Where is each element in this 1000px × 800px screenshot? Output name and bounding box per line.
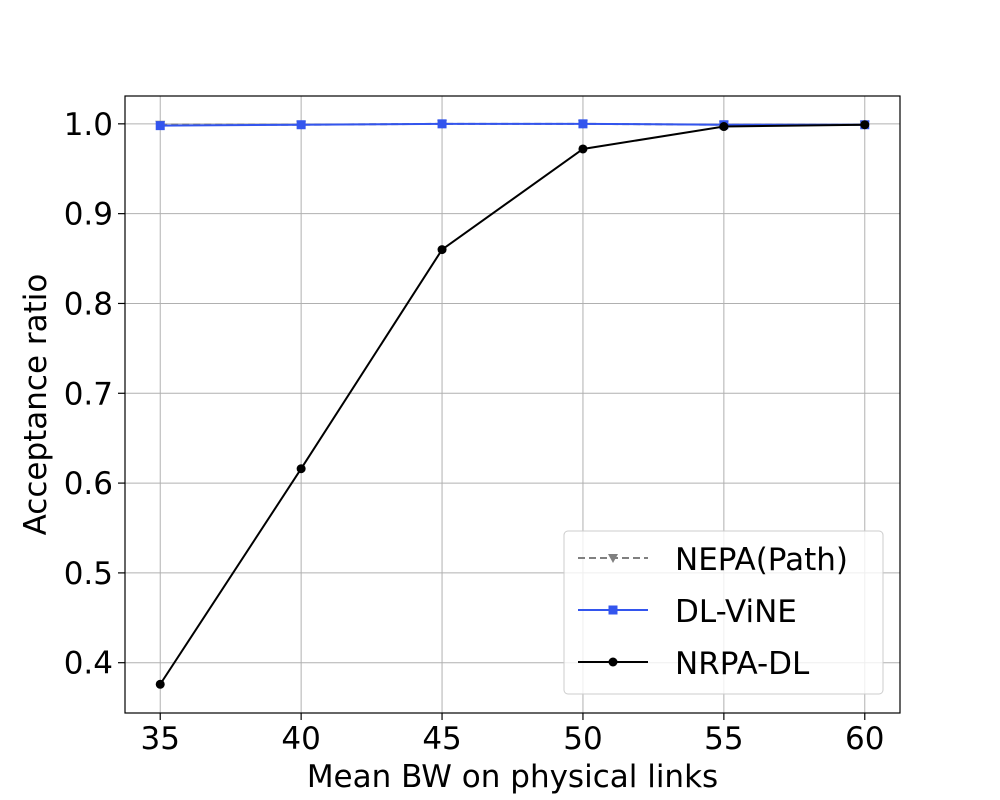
x-axis-label: Mean BW on physical links bbox=[307, 759, 718, 795]
legend-label: NRPA-DL bbox=[675, 646, 810, 682]
x-tick-label: 60 bbox=[845, 721, 884, 757]
series-line-dl-vine bbox=[160, 122, 865, 127]
legend-label: NEPA(Path) bbox=[675, 542, 848, 578]
y-tick-label: 0.8 bbox=[64, 286, 113, 322]
y-tick-label: 0.6 bbox=[64, 466, 113, 502]
series-dl-vine bbox=[155, 119, 870, 131]
legend-box bbox=[563, 530, 884, 695]
legend-item-dl-vine: DL-ViNE bbox=[578, 594, 797, 630]
y-tick-label: 1.0 bbox=[64, 107, 113, 143]
legend-item-nrpa-dl: NRPA-DL bbox=[578, 646, 810, 682]
legend-swatch-marker bbox=[608, 605, 618, 615]
plot-frame bbox=[124, 95, 901, 714]
data-point-dl-vine bbox=[155, 121, 165, 131]
data-point-dl-vine bbox=[437, 119, 447, 129]
series-line-nrpa-dl bbox=[159, 123, 865, 685]
tick-layer: 35 40 45 50 55 60 0.4 0.5 0.6 0.7 0.8 0.9 1.0 bbox=[64, 107, 885, 757]
data-point-nrpa-dl bbox=[719, 122, 729, 132]
data-point-dl-vine bbox=[578, 119, 588, 129]
x-tick-label: 40 bbox=[281, 721, 320, 757]
series-layer bbox=[155, 119, 870, 689]
y-tick-label: 0.5 bbox=[64, 556, 113, 592]
legend-swatch-marker bbox=[608, 657, 618, 667]
x-tick-label: 55 bbox=[704, 721, 743, 757]
data-point-nrpa-dl bbox=[860, 120, 870, 130]
y-tick-label: 0.7 bbox=[64, 376, 113, 412]
x-tick-label: 45 bbox=[422, 721, 461, 757]
legend-item-nepa-path: NEPA(Path) bbox=[578, 542, 848, 578]
data-point-nrpa-dl bbox=[437, 245, 447, 255]
legend-swatch-marker bbox=[608, 554, 618, 563]
data-point-dl-vine bbox=[296, 120, 306, 130]
x-tick-label: 50 bbox=[563, 721, 602, 757]
data-point-nrpa-dl bbox=[155, 679, 165, 689]
data-point-nrpa-dl bbox=[296, 464, 306, 474]
series-nrpa-dl bbox=[155, 120, 870, 689]
data-point-nrpa-dl bbox=[578, 144, 588, 154]
x-tick-label: 35 bbox=[141, 721, 180, 757]
legend-label: DL-ViNE bbox=[675, 594, 797, 630]
y-tick-label: 0.4 bbox=[64, 646, 113, 682]
y-tick-label: 0.9 bbox=[64, 197, 113, 233]
legend: NEPA(Path) DL-ViNE NRPA-DL bbox=[563, 530, 884, 695]
y-axis-label: Acceptance ratio bbox=[18, 274, 54, 536]
